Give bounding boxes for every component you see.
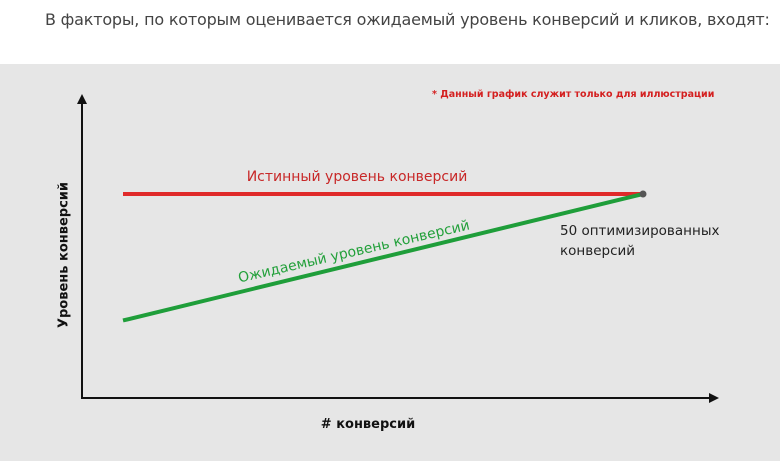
y-axis-label: Уровень конверсий [56, 181, 72, 329]
series-layer [122, 190, 647, 323]
endpoint-annotation: 50 оптимизированных конверсий [560, 221, 719, 261]
x-axis-label: # конверсий [320, 417, 416, 432]
chart-panel [0, 64, 780, 461]
endpoint-annotation-line-1: 50 оптимизированных [560, 223, 720, 239]
chart-disclaimer: * Данный график служит только для иллюст… [432, 89, 715, 100]
intro-text: В факторы, по которым оценивается ожидае… [45, 10, 770, 29]
endpoint-dot [639, 190, 647, 198]
chart-svg [77, 94, 719, 403]
expected-rate-line [122, 192, 644, 323]
endpoint-annotation-line-2: конверсий [560, 243, 636, 259]
true-rate-series-label: Истинный уровень конверсий [246, 169, 468, 185]
